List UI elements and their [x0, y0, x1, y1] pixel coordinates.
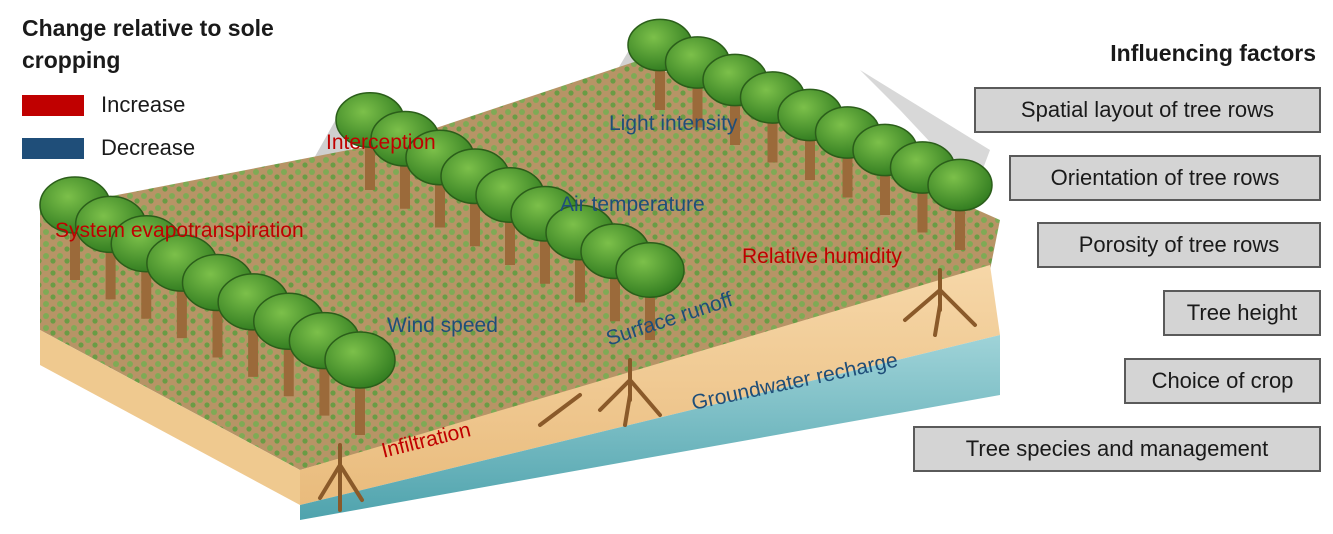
- label-light-intensity: Light intensity: [609, 112, 738, 135]
- tree-trunk: [505, 195, 515, 265]
- increase-swatch: [22, 94, 84, 116]
- tree-trunk: [212, 282, 223, 358]
- tree-canopy: [615, 242, 685, 298]
- tree-trunk: [917, 167, 928, 233]
- groundwater-layer: [300, 335, 1000, 520]
- label-interception: Interception: [326, 131, 436, 154]
- tree-trunk: [176, 263, 187, 339]
- tree-row-middle: [335, 92, 685, 340]
- legend-item-decrease: Decrease: [22, 133, 195, 163]
- factor-orientation: Orientation of tree rows: [1009, 155, 1321, 201]
- tree-trunk: [610, 251, 620, 322]
- factor-choice-of-crop: Choice of crop: [1124, 358, 1321, 404]
- tree-trunk: [355, 360, 365, 435]
- tree-trunk: [880, 150, 890, 215]
- tree-trunk: [730, 80, 740, 145]
- tree-trunk: [141, 243, 152, 319]
- tree-trunk: [283, 321, 294, 397]
- tree-roots: [318, 268, 977, 512]
- tree-trunk: [319, 340, 330, 416]
- tree-trunk: [805, 115, 815, 180]
- legend-item-increase: Increase: [22, 90, 185, 120]
- tree-trunk: [400, 138, 410, 209]
- tree-trunk: [645, 270, 655, 340]
- tree-trunk: [435, 157, 445, 228]
- tree-trunk: [105, 224, 116, 300]
- tree-trunk: [655, 45, 665, 110]
- legend-decrease-label: Decrease: [101, 135, 196, 160]
- tree-canopy: [927, 158, 993, 212]
- tree-trunk: [842, 132, 853, 198]
- factors-title: Influencing factors: [1110, 40, 1316, 66]
- label-relative-humidity: Relative humidity: [742, 245, 902, 268]
- soil-front: [40, 330, 300, 505]
- label-system-evapotranspiration: System evapotranspiration: [55, 219, 304, 242]
- factor-tree-height: Tree height: [1163, 290, 1321, 336]
- tree-row-front: [39, 176, 396, 435]
- factor-tree-species: Tree species and management: [913, 426, 1321, 472]
- legend-title: Change relative to sole cropping: [22, 15, 274, 73]
- decrease-swatch: [22, 137, 84, 159]
- label-wind-speed: Wind speed: [387, 314, 498, 337]
- tree-row-back: [627, 18, 993, 250]
- soil-side: [300, 265, 1000, 505]
- legend-increase-label: Increase: [101, 92, 186, 117]
- tree-trunk: [70, 205, 80, 280]
- tree-trunk: [470, 176, 480, 247]
- tree-trunk: [248, 301, 259, 377]
- field-surface: [40, 60, 1000, 470]
- tree-trunk: [365, 120, 375, 190]
- tree-trunk: [540, 213, 550, 284]
- label-air-temperature: Air temperature: [560, 193, 705, 216]
- factor-spatial-layout: Spatial layout of tree rows: [974, 87, 1321, 133]
- tree-trunk: [767, 97, 778, 163]
- tree-canopy: [324, 331, 396, 389]
- tree-trunk: [955, 185, 965, 250]
- tree-trunk: [692, 62, 703, 128]
- factor-porosity: Porosity of tree rows: [1037, 222, 1321, 268]
- tree-trunk: [575, 232, 585, 303]
